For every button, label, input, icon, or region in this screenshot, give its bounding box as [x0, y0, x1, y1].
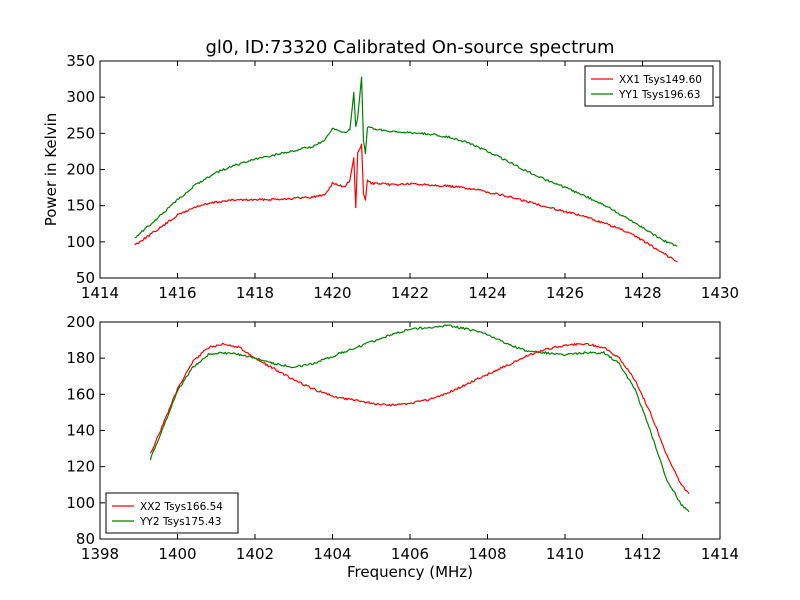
y-tick-label: 180: [66, 349, 95, 367]
x-tick-label: 1430: [701, 284, 739, 302]
x-tick-label: 1398: [81, 545, 119, 563]
x-tick-label: 1414: [81, 284, 119, 302]
y-tick-label: 140: [66, 422, 95, 440]
plots-area: 1414 1416 1418 1420 1422 1424 1426 1428 1430 50 10…: [42, 52, 739, 563]
x-axis-label: Frequency (MHz): [347, 563, 473, 581]
y-tick-label: 300: [66, 88, 95, 106]
y-axis-label: Power in Kelvin: [42, 113, 60, 227]
y-tick-label: 120: [66, 458, 95, 476]
x-tick-label: 1406: [391, 545, 429, 563]
x-tick-label: 1424: [468, 284, 506, 302]
y-tick-label: 160: [66, 385, 95, 403]
y-tick-label: 200: [66, 161, 95, 179]
series-line-2: [134, 76, 678, 247]
x-tick-label: 1416: [158, 284, 196, 302]
legend-entry: XX2 Tsys166.54: [140, 501, 223, 513]
x-tick-label: 1408: [468, 545, 506, 563]
legend-entry: YY1 Tsys196.63: [618, 89, 700, 101]
figure-title: gl0, ID:73320 Calibrated On-source spect…: [205, 37, 614, 58]
x-tick-label: 1414: [701, 545, 739, 563]
y-tick-label: 150: [66, 197, 95, 215]
y-tick-label: 50: [76, 269, 95, 287]
legend-box: [584, 65, 714, 107]
legend-entry: YY2 Tsys175.43: [139, 516, 221, 528]
y-tick-label: 350: [66, 52, 95, 70]
y-tick-label: 200: [66, 313, 95, 331]
x-tick-label: 1412: [623, 545, 661, 563]
y-tick-label: 100: [66, 233, 95, 251]
legend: XX1 Tsys149.60 YY1 Tsys196.63: [584, 65, 714, 107]
y-tick-label: 100: [66, 494, 95, 512]
y-tick-label: 80: [76, 530, 95, 548]
subplot-2: 1398 1400 1402 1404 1406 1408 1410 1412 1414 80 10…: [66, 313, 739, 563]
y-tick-label: 250: [66, 124, 95, 142]
x-tick-label: 1400: [158, 545, 196, 563]
series-line-1: [134, 143, 678, 263]
legend: XX2 Tsys166.54 YY2 Tsys175.43: [105, 492, 239, 534]
x-tick-label: 1428: [623, 284, 661, 302]
x-tick-label: 1426: [546, 284, 584, 302]
series-line-1: [149, 342, 690, 495]
legend-box: [105, 492, 239, 534]
x-tick-label: 1420: [313, 284, 351, 302]
legend-entry: XX1 Tsys149.60: [619, 74, 702, 86]
x-tick-label: 1422: [391, 284, 429, 302]
x-tick-label: 1402: [236, 545, 274, 563]
x-tick-label: 1404: [313, 545, 351, 563]
x-tick-label: 1418: [236, 284, 274, 302]
subplot-1: 1414 1416 1418 1420 1422 1424 1426 1428 1430 50 10…: [42, 52, 739, 302]
series-line-2: [149, 324, 690, 513]
x-tick-label: 1410: [546, 545, 584, 563]
